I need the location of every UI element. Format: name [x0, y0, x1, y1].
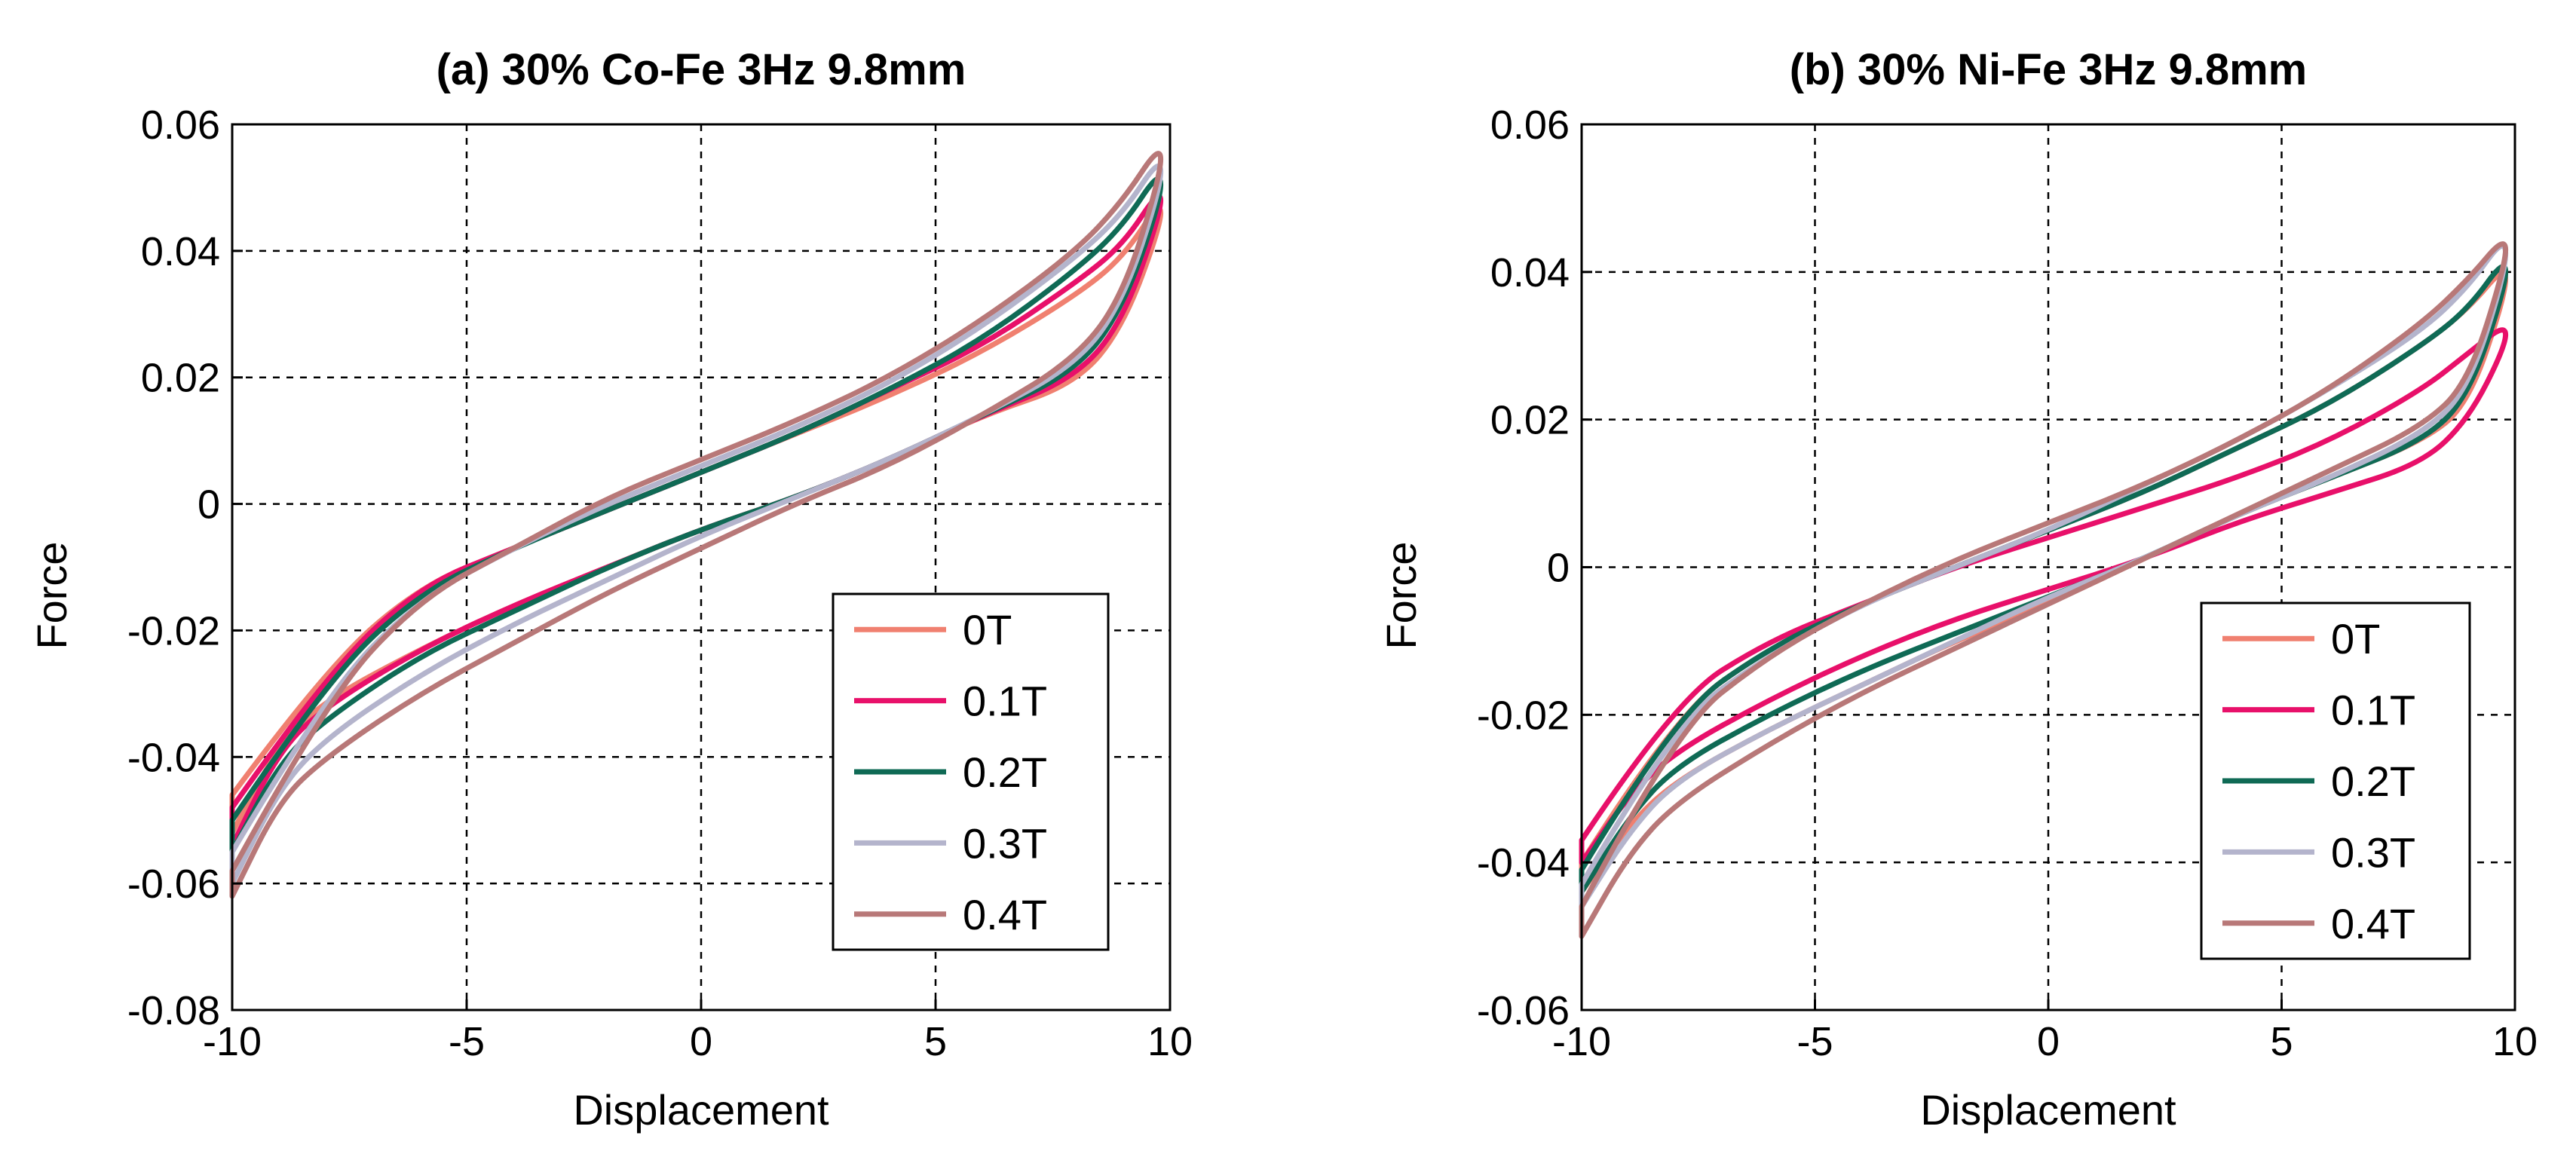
tick-labels: -10 -5 0 5 10 -0.06 -0.04 -0.02 0 0.02 0.04 0.06: [1477, 103, 2538, 1064]
legend-label: 0.2T: [963, 748, 1047, 796]
x-axis-label: Displacement: [1920, 1086, 2176, 1134]
legend-label: 0.4T: [963, 891, 1047, 938]
series-0_2T-line: [229, 176, 1164, 855]
y-tick-label: 0.06: [141, 103, 220, 148]
y-tick-label: 0.04: [1490, 250, 1570, 295]
legend-label: 0.3T: [963, 819, 1047, 867]
x-tick-label: 10: [2492, 1019, 2538, 1064]
y-tick-label: 0: [1547, 546, 1570, 591]
y-tick-label: 0: [198, 482, 220, 528]
chart-title: (b) 30% Ni-Fe 3Hz 9.8mm: [1790, 45, 2308, 94]
legend-label: 0.1T: [963, 678, 1047, 725]
y-tick-label: 0.02: [1490, 398, 1570, 443]
series-layer: [1579, 241, 2509, 939]
y-tick-label: 0.04: [141, 229, 220, 274]
series-0_3T-line: [229, 163, 1164, 886]
series-0_4T-line: [229, 151, 1164, 899]
x-tick-label: -10: [1552, 1019, 1611, 1064]
chart-panel-a: (a) 30% Co-Fe 3Hz 9.8mm -10 -5 0 5 10 -0.08 -0…: [28, 45, 1193, 1134]
legend-label: 0T: [963, 606, 1012, 653]
series-0_4T-line: [1579, 241, 2509, 939]
y-axis-label: Force: [28, 541, 75, 649]
y-tick-label: -0.02: [127, 608, 220, 653]
y-tick-label: 0.06: [1490, 103, 1570, 148]
x-axis-label: Displacement: [573, 1086, 829, 1134]
x-tick-label: 0: [2037, 1019, 2060, 1064]
y-tick-label: -0.02: [1477, 693, 1570, 738]
x-tick-label: 5: [924, 1019, 947, 1064]
tick-labels: -10 -5 0 5 10 -0.08 -0.06 -0.04 -0.02 0 0.02 0.04 0.…: [127, 103, 1193, 1064]
y-tick-label: 0.02: [141, 356, 220, 401]
y-tick-label: -0.06: [127, 862, 220, 907]
x-tick-label: 0: [690, 1019, 712, 1064]
y-axis-label: Force: [1377, 541, 1425, 649]
legend-label: 0.1T: [2331, 687, 2415, 734]
x-tick-label: -10: [203, 1019, 262, 1064]
legend-label: 0.2T: [2331, 758, 2415, 805]
legend-label: 0.3T: [2331, 828, 2415, 876]
y-tick-label: -0.08: [127, 988, 220, 1033]
legend-label: 0T: [2331, 615, 2380, 663]
x-tick-label: -5: [1796, 1019, 1833, 1064]
x-tick-label: 10: [1147, 1019, 1193, 1064]
legend-label: 0.4T: [2331, 900, 2415, 947]
legend: 0T 0.1T 0.2T 0.3T 0.4T: [832, 592, 1110, 951]
x-tick-label: 5: [2270, 1019, 2293, 1064]
chart-panel-b: (b) 30% Ni-Fe 3Hz 9.8mm -10 -5 0 5 10 -0.06 -0…: [1377, 45, 2538, 1134]
legend: 0T 0.1T 0.2T 0.3T 0.4T: [2200, 601, 2471, 960]
x-tick-label: -5: [449, 1019, 485, 1064]
y-tick-label: -0.06: [1477, 988, 1570, 1033]
series-layer: [229, 151, 1164, 899]
y-tick-label: -0.04: [1477, 840, 1570, 886]
chart-title: (a) 30% Co-Fe 3Hz 9.8mm: [436, 45, 966, 94]
y-tick-label: -0.04: [127, 735, 220, 780]
